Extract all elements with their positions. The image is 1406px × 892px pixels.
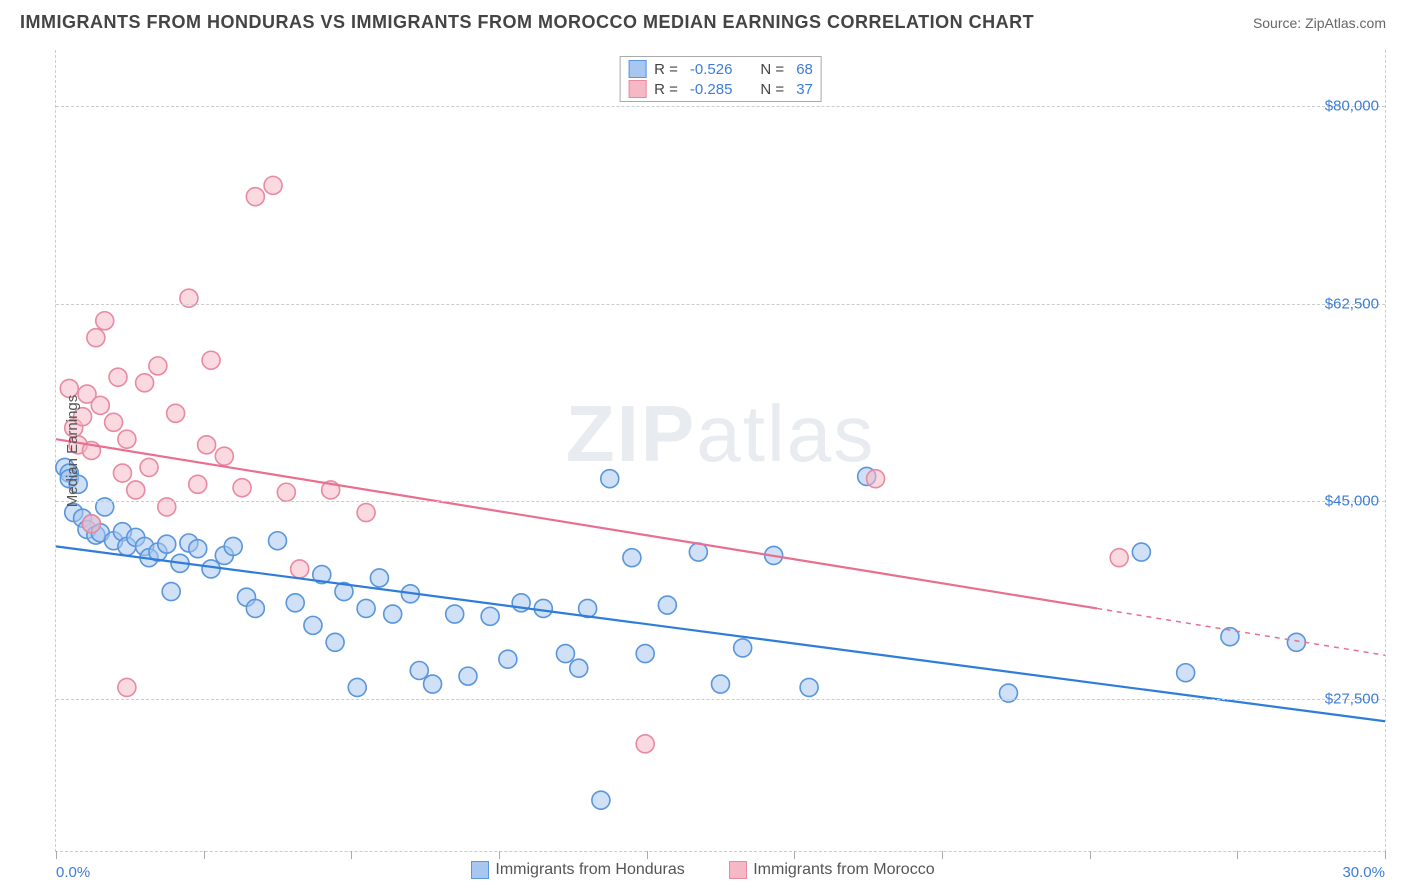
data-point [326,633,344,651]
data-point [202,351,220,369]
data-point [734,639,752,657]
data-point [105,413,123,431]
y-tick-label: $45,000 [1325,493,1379,510]
data-point [291,560,309,578]
y-tick-label: $80,000 [1325,98,1379,115]
data-point [82,515,100,533]
data-point [304,616,322,634]
data-point [1132,543,1150,561]
data-point [800,678,818,696]
data-point [233,479,251,497]
y-tick-label: $62,500 [1325,295,1379,312]
data-point [410,661,428,679]
plot-svg [56,50,1385,851]
data-point [636,735,654,753]
data-point [202,560,220,578]
data-point [286,594,304,612]
data-point [658,596,676,614]
data-point [109,368,127,386]
data-point [127,481,145,499]
legend-top-row-1: R = -0.285 N = 37 [626,79,815,99]
n-value-1: 37 [796,81,813,98]
data-point [162,583,180,601]
data-point [636,645,654,663]
data-point [118,678,136,696]
data-point [384,605,402,623]
data-point [215,447,233,465]
swatch-honduras [628,60,646,78]
data-point [277,483,295,501]
y-axis-title: Median Earnings [64,394,81,507]
data-point [246,599,264,617]
data-point [158,535,176,553]
swatch-morocco-bottom [729,861,747,879]
data-point [623,549,641,567]
legend-top-row-0: R = -0.526 N = 68 [626,59,815,79]
data-point [534,599,552,617]
plot-area: ZIPatlas Median Earnings R = -0.526 N = … [55,50,1386,852]
data-point [224,537,242,555]
y-tick-label: $27,500 [1325,690,1379,707]
data-point [246,188,264,206]
swatch-morocco [628,80,646,98]
data-point [570,659,588,677]
data-point [269,532,287,550]
data-point [357,599,375,617]
source-label: Source: ZipAtlas.com [1253,15,1386,31]
data-point [118,430,136,448]
data-point [348,678,366,696]
data-point [96,312,114,330]
chart-container: ZIPatlas Median Earnings R = -0.526 N = … [55,50,1386,852]
data-point [481,607,499,625]
data-point [424,675,442,693]
data-point [113,464,131,482]
legend-bottom: Immigrants from Honduras Immigrants from… [0,861,1406,884]
data-point [499,650,517,668]
legend-item-honduras: Immigrants from Honduras [471,861,684,879]
data-point [712,675,730,693]
data-point [1287,633,1305,651]
data-point [167,404,185,422]
data-point [370,569,388,587]
data-point [189,475,207,493]
data-point [149,357,167,375]
data-point [446,605,464,623]
data-point [87,329,105,347]
r-value-1: -0.285 [690,81,733,98]
data-point [459,667,477,685]
data-point [198,436,216,454]
data-point [1177,664,1195,682]
data-point [140,458,158,476]
chart-title: IMMIGRANTS FROM HONDURAS VS IMMIGRANTS F… [20,12,1034,33]
data-point [264,176,282,194]
n-value-0: 68 [796,61,813,78]
legend-top: R = -0.526 N = 68 R = -0.285 N = 37 [619,56,822,102]
swatch-honduras-bottom [471,861,489,879]
data-point [189,540,207,558]
legend-item-morocco: Immigrants from Morocco [729,861,934,879]
trend-line-ext [1097,608,1385,655]
data-point [556,645,574,663]
title-bar: IMMIGRANTS FROM HONDURAS VS IMMIGRANTS F… [0,0,1406,41]
trend-line [56,546,1385,721]
data-point [601,470,619,488]
r-value-0: -0.526 [690,61,733,78]
data-point [867,470,885,488]
trend-line [56,439,1097,608]
data-point [1110,549,1128,567]
data-point [592,791,610,809]
data-point [91,396,109,414]
data-point [136,374,154,392]
data-point [357,504,375,522]
